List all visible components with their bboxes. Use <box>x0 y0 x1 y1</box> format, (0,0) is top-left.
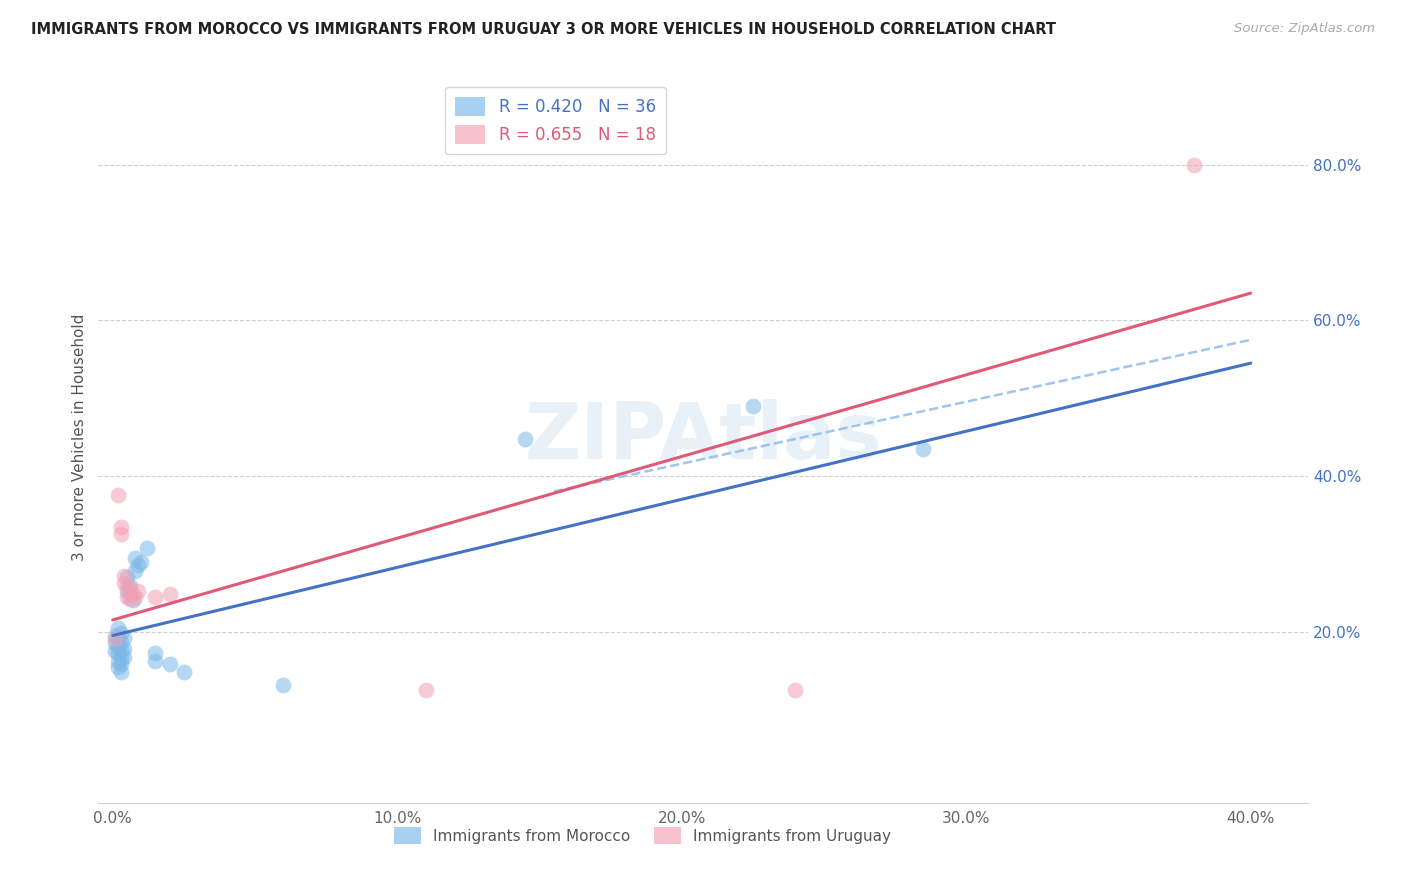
Point <box>159 657 181 672</box>
Point <box>112 568 135 582</box>
Point <box>112 631 135 645</box>
Y-axis label: 3 or more Vehicles in Household: 3 or more Vehicles in Household <box>72 313 87 561</box>
Point <box>127 584 149 599</box>
Point <box>121 587 143 601</box>
Point <box>107 621 129 635</box>
Text: ZIPAtlas: ZIPAtlas <box>524 399 882 475</box>
Text: Source: ZipAtlas.com: Source: ZipAtlas.com <box>1234 22 1375 36</box>
Point <box>118 582 141 596</box>
Point <box>107 488 129 502</box>
Point <box>515 432 537 446</box>
Point <box>110 527 132 541</box>
Point <box>104 632 127 647</box>
Point <box>110 657 132 672</box>
Point <box>104 644 127 658</box>
Point <box>110 644 132 658</box>
Point <box>124 564 146 578</box>
Point <box>143 647 166 661</box>
Point <box>110 636 132 650</box>
Point <box>112 641 135 656</box>
Point <box>112 649 135 664</box>
Point <box>107 640 129 655</box>
Point <box>135 541 157 555</box>
Point <box>159 587 181 601</box>
Point <box>115 570 138 584</box>
Point <box>118 591 141 606</box>
Point <box>110 626 132 640</box>
Point <box>1182 158 1205 172</box>
Point <box>124 550 146 565</box>
Point <box>118 587 141 601</box>
Point <box>107 659 129 673</box>
Point <box>415 683 437 698</box>
Point <box>912 442 935 456</box>
Point <box>143 590 166 604</box>
Point <box>115 584 138 599</box>
Point <box>118 579 141 593</box>
Point <box>110 665 132 679</box>
Point <box>110 519 132 533</box>
Point <box>741 399 763 413</box>
Point <box>104 628 127 642</box>
Point <box>785 683 807 698</box>
Point <box>129 555 152 569</box>
Point <box>104 636 127 650</box>
Point <box>112 576 135 591</box>
Point <box>107 647 129 661</box>
Point <box>121 593 143 607</box>
Point <box>124 590 146 604</box>
Point <box>107 654 129 668</box>
Point <box>110 652 132 666</box>
Text: IMMIGRANTS FROM MOROCCO VS IMMIGRANTS FROM URUGUAY 3 OR MORE VEHICLES IN HOUSEHO: IMMIGRANTS FROM MOROCCO VS IMMIGRANTS FR… <box>31 22 1056 37</box>
Point <box>107 632 129 647</box>
Point <box>115 579 138 593</box>
Point <box>173 665 195 679</box>
Legend: Immigrants from Morocco, Immigrants from Uruguay: Immigrants from Morocco, Immigrants from… <box>388 822 897 850</box>
Point <box>273 677 295 691</box>
Point <box>143 654 166 668</box>
Point <box>127 558 149 573</box>
Point <box>115 590 138 604</box>
